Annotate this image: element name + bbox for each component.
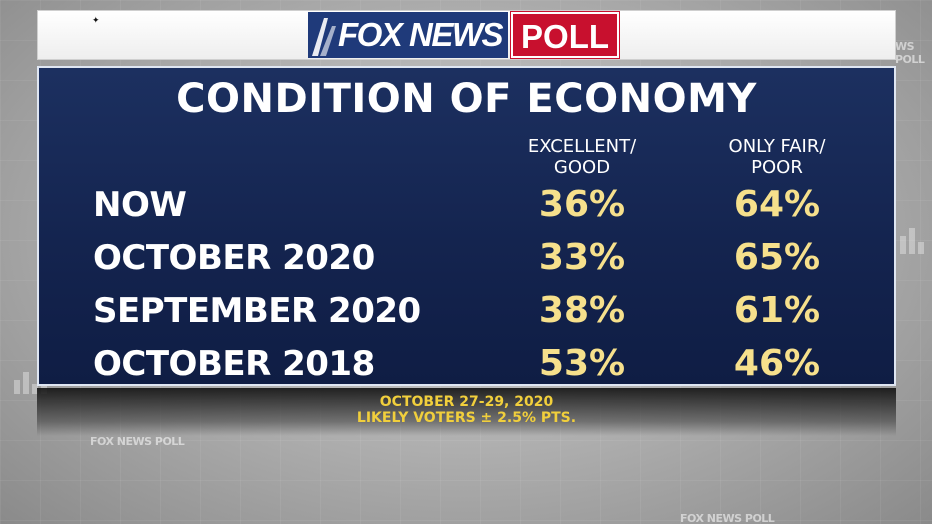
footer-date: OCTOBER 27-29, 2020 — [379, 394, 554, 410]
column-header-excellent-good: EXCELLENT/GOOD — [527, 136, 637, 178]
footer-sample: LIKELY VOTERS ± 2.5% PTS. — [356, 410, 577, 426]
cursor-mark: ✦ — [92, 16, 100, 26]
poll-panel: CONDITION OF ECONOMY EXCELLENT/GOOD ONLY… — [37, 66, 896, 386]
value-now-fair-poor: 64% — [733, 184, 821, 225]
background-logo-mark: WS POLL — [895, 40, 925, 66]
row-label-october-2018: OCTOBER 2018 — [93, 344, 375, 384]
fox-news-wordmark: FOX NEWS — [308, 12, 509, 58]
background-bars-right — [900, 228, 924, 254]
background-logo-mark: FOX NEWS POLL — [90, 435, 185, 448]
logo-fox-text: FOX NEWS — [338, 16, 504, 53]
value-september-2020-fair-poor: 61% — [733, 290, 821, 331]
fox-swoosh-icon — [312, 18, 336, 56]
row-label-september-2020: SEPTEMBER 2020 — [93, 291, 421, 331]
column-header-fair-poor: ONLY FAIR/POOR — [728, 136, 826, 178]
row-label-october-2020: OCTOBER 2020 — [93, 238, 375, 278]
background-logo-mark: FOX NEWS POLL — [680, 512, 775, 524]
value-now-excellent-good: 36% — [538, 184, 626, 225]
row-label-now: NOW — [93, 185, 187, 225]
value-october-2020-fair-poor: 65% — [733, 237, 821, 278]
value-september-2020-excellent-good: 38% — [538, 290, 626, 331]
poll-footer: OCTOBER 27-29, 2020 LIKELY VOTERS ± 2.5%… — [37, 388, 896, 436]
fox-news-poll-logo: FOX NEWS POLL — [308, 11, 621, 59]
poll-wordmark: POLL — [510, 11, 621, 59]
value-october-2020-excellent-good: 33% — [538, 237, 626, 278]
chart-title: CONDITION OF ECONOMY — [176, 76, 757, 122]
value-october-2018-excellent-good: 53% — [538, 343, 626, 384]
value-october-2018-fair-poor: 46% — [733, 343, 821, 384]
